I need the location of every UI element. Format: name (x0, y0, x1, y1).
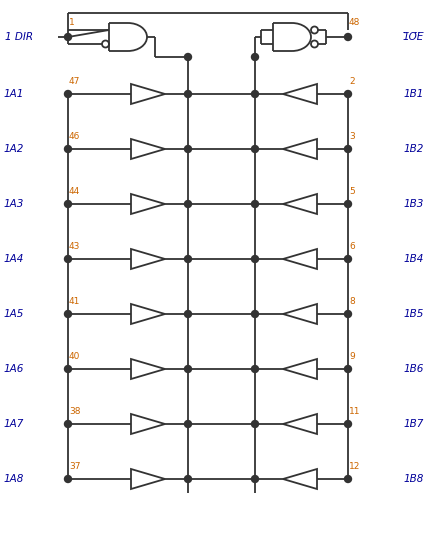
Text: 5: 5 (349, 187, 355, 196)
Circle shape (184, 200, 191, 208)
Text: 1B4: 1B4 (403, 254, 424, 264)
Text: 1A1: 1A1 (4, 89, 24, 99)
Circle shape (184, 475, 191, 483)
Circle shape (184, 53, 191, 60)
Text: 1 DIR: 1 DIR (5, 32, 33, 42)
Circle shape (64, 366, 72, 373)
Circle shape (344, 421, 352, 428)
Circle shape (344, 200, 352, 208)
Text: 48: 48 (349, 18, 360, 27)
Circle shape (184, 145, 191, 153)
Circle shape (64, 145, 72, 153)
Circle shape (64, 91, 72, 98)
Text: 38: 38 (69, 407, 80, 416)
Circle shape (184, 255, 191, 262)
Circle shape (184, 421, 191, 428)
Text: 1A4: 1A4 (4, 254, 24, 264)
Text: 1̅O̅E̅: 1̅O̅E̅ (403, 32, 424, 42)
Circle shape (344, 145, 352, 153)
Circle shape (64, 475, 72, 483)
Text: 1A2: 1A2 (4, 144, 24, 154)
Circle shape (64, 255, 72, 262)
Circle shape (251, 255, 258, 262)
Text: 1B8: 1B8 (403, 474, 424, 484)
Text: 11: 11 (349, 407, 360, 416)
Text: 1B1: 1B1 (403, 89, 424, 99)
Circle shape (251, 91, 258, 98)
Text: 43: 43 (69, 242, 80, 251)
Text: 1B2: 1B2 (403, 144, 424, 154)
Text: 8: 8 (349, 297, 355, 306)
Text: 1: 1 (69, 18, 75, 27)
Circle shape (344, 255, 352, 262)
Text: 1B6: 1B6 (403, 364, 424, 374)
Circle shape (251, 53, 258, 60)
Circle shape (344, 311, 352, 317)
Circle shape (184, 366, 191, 373)
Text: 2: 2 (349, 77, 355, 86)
Circle shape (184, 91, 191, 98)
Circle shape (251, 145, 258, 153)
Text: 12: 12 (349, 462, 360, 471)
Text: 1B7: 1B7 (403, 419, 424, 429)
Text: 40: 40 (69, 352, 80, 361)
Text: 1A3: 1A3 (4, 199, 24, 209)
Text: 1A8: 1A8 (4, 474, 24, 484)
Circle shape (344, 366, 352, 373)
Circle shape (251, 200, 258, 208)
Text: 6: 6 (349, 242, 355, 251)
Text: 9: 9 (349, 352, 355, 361)
Text: 3: 3 (349, 132, 355, 141)
Text: 1A6: 1A6 (4, 364, 24, 374)
Text: 1A7: 1A7 (4, 419, 24, 429)
Circle shape (64, 311, 72, 317)
Circle shape (344, 475, 352, 483)
Circle shape (251, 311, 258, 317)
Text: 1B3: 1B3 (403, 199, 424, 209)
Circle shape (251, 421, 258, 428)
Text: 47: 47 (69, 77, 80, 86)
Text: 1A5: 1A5 (4, 309, 24, 319)
Text: 41: 41 (69, 297, 80, 306)
Circle shape (251, 475, 258, 483)
Circle shape (251, 366, 258, 373)
Circle shape (344, 91, 352, 98)
Circle shape (64, 33, 72, 41)
Circle shape (344, 33, 352, 41)
Text: 37: 37 (69, 462, 80, 471)
Circle shape (184, 311, 191, 317)
Circle shape (64, 421, 72, 428)
Circle shape (64, 200, 72, 208)
Text: 46: 46 (69, 132, 80, 141)
Text: 1B5: 1B5 (403, 309, 424, 319)
Text: 44: 44 (69, 187, 80, 196)
